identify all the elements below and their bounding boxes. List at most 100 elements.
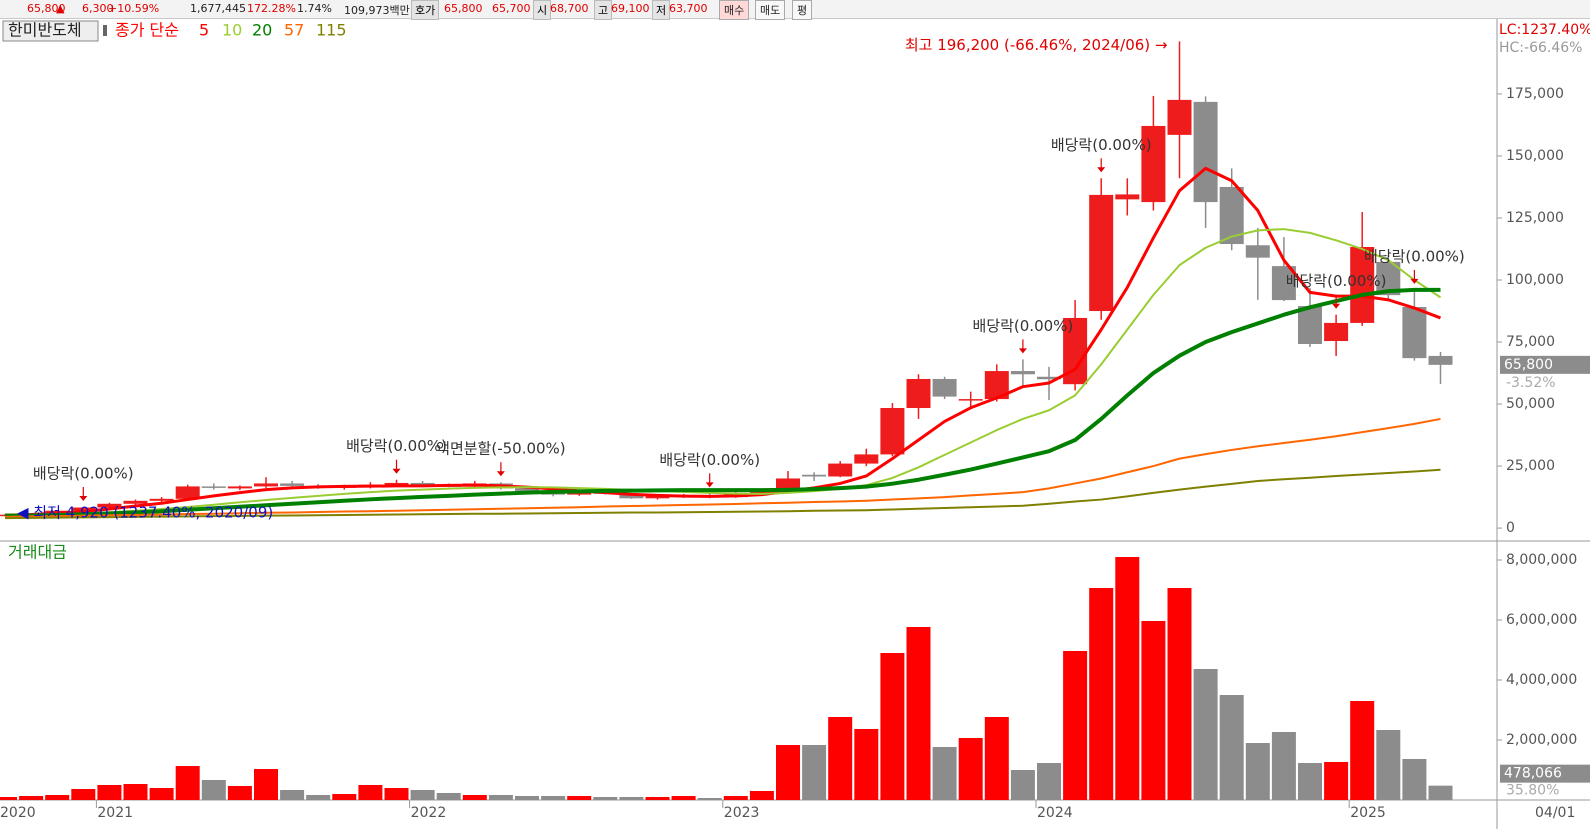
- candle-body: [1037, 376, 1061, 380]
- volume-bar: [1037, 763, 1061, 800]
- y-tick-label: 2,000,000: [1506, 732, 1577, 748]
- volume-bar: [723, 796, 748, 800]
- candle-body: [1193, 101, 1218, 203]
- volume-bar: [1350, 701, 1375, 800]
- volume-bar: [1376, 730, 1401, 800]
- volume-bar: [1324, 761, 1349, 800]
- buy-button[interactable]: 매수: [719, 0, 750, 20]
- ask: 65,800: [444, 2, 483, 15]
- volume-bar: [1271, 731, 1296, 800]
- volume-bar: [227, 785, 252, 800]
- legend-entry: 115: [316, 21, 347, 40]
- candle-body: [1298, 306, 1322, 345]
- volume-bar: [776, 745, 800, 800]
- candle-body: [1010, 371, 1035, 375]
- volume-bar: [19, 796, 44, 800]
- volume-bar: [0, 797, 17, 800]
- candle-body: [958, 399, 983, 401]
- volume-bar: [1089, 587, 1114, 800]
- volume-bar: [123, 784, 148, 800]
- volume-bar: [436, 793, 461, 800]
- y-tick-label: 50,000: [1506, 396, 1555, 412]
- high-label: 고: [594, 0, 613, 20]
- candle-body: [280, 483, 305, 486]
- price: 65,800: [27, 2, 66, 15]
- volume-bar: [645, 797, 670, 800]
- annotation-arrowhead: [1410, 278, 1419, 284]
- flat-button[interactable]: 평: [792, 0, 813, 20]
- high-note: 최고 196,200 (-66.46%, 2024/06) →: [905, 36, 1168, 54]
- volume-bar: [1167, 587, 1192, 800]
- candle-body: [1167, 99, 1192, 135]
- candle-body: [828, 463, 853, 477]
- low-note: ◀ 최저 4,920 (1237.40%, 2020/09): [17, 503, 273, 521]
- volume: 1,677,445: [190, 2, 246, 15]
- volume-bar: [802, 745, 827, 800]
- candle-body: [854, 454, 879, 464]
- volume-bar: [1245, 743, 1270, 800]
- legend-entry: 57: [284, 21, 304, 40]
- ma-line: [4, 287, 1441, 518]
- x-tick-label: 2020: [0, 805, 36, 821]
- volume-bar: [488, 794, 513, 800]
- turnover: 1.74%: [297, 2, 332, 15]
- quote-label: 호가: [411, 0, 440, 20]
- annotation-text: 액면분할(-50.00%): [436, 440, 566, 458]
- volume-bar: [1141, 620, 1166, 800]
- last-volume-pct: 35.80%: [1506, 783, 1559, 799]
- annotation-arrowhead: [1332, 303, 1341, 309]
- annotation-arrowhead: [1018, 348, 1027, 354]
- volume-bar: [1063, 650, 1088, 800]
- volume-bar: [332, 794, 357, 800]
- volume-bar: [984, 716, 1009, 800]
- background: [0, 19, 1590, 829]
- volume-bar: [1219, 695, 1244, 800]
- volume-bar: [97, 785, 122, 800]
- change-rate: +10.59%: [108, 2, 160, 15]
- volume-bar: [384, 788, 409, 800]
- candle-body: [906, 378, 931, 409]
- high: 69,100: [611, 2, 650, 15]
- volume-bar: [906, 626, 931, 800]
- ma-line: [4, 228, 1442, 517]
- candle-body: [175, 486, 200, 499]
- title-box: [2, 20, 99, 42]
- y-tick-label: 175,000: [1506, 86, 1564, 102]
- volume-bar: [880, 653, 905, 800]
- legend-entry: 10: [222, 21, 242, 40]
- volume-panel: [0, 557, 1453, 800]
- lc-label: LC:1237.40%: [1499, 22, 1590, 38]
- low-label: 저: [652, 0, 671, 20]
- last-volume-box: [1500, 764, 1590, 783]
- legend-entry: 5: [199, 21, 209, 40]
- annotation-text: 배당락(0.00%): [1364, 247, 1465, 265]
- ma-line: [4, 166, 1442, 517]
- annotation-text: 배당락(0.00%): [1051, 136, 1152, 154]
- volume-bar: [462, 794, 487, 800]
- volume-bar: [619, 797, 644, 800]
- candle-body: [1141, 125, 1166, 203]
- volume-bar: [854, 728, 879, 800]
- sell-button[interactable]: 매도: [755, 0, 786, 20]
- candle-body: [1350, 247, 1375, 323]
- y-tick-label: 25,000: [1506, 458, 1555, 474]
- change: 6,300: [82, 2, 114, 15]
- volume-bar: [280, 790, 305, 800]
- hc-label: HC:-66.46%: [1499, 40, 1582, 56]
- volume-bar: [306, 794, 331, 800]
- volume-bar: [175, 766, 200, 800]
- candle-body: [1115, 194, 1140, 200]
- last-price-box: [1500, 355, 1590, 374]
- last-volume-label: 478,066: [1504, 766, 1562, 782]
- legend-entry: 20: [252, 21, 272, 40]
- bid: 65,700: [492, 2, 531, 15]
- candle-body: [932, 378, 957, 397]
- low: 63,700: [669, 2, 708, 15]
- candle-body: [254, 483, 278, 487]
- y-tick-label: 4,000,000: [1506, 672, 1577, 688]
- volume-bar: [1193, 668, 1218, 800]
- axes: 0 25,000 50,000 75,000 100,000 125,000 150,000…: [0, 86, 1590, 821]
- ma-line: [4, 468, 1441, 520]
